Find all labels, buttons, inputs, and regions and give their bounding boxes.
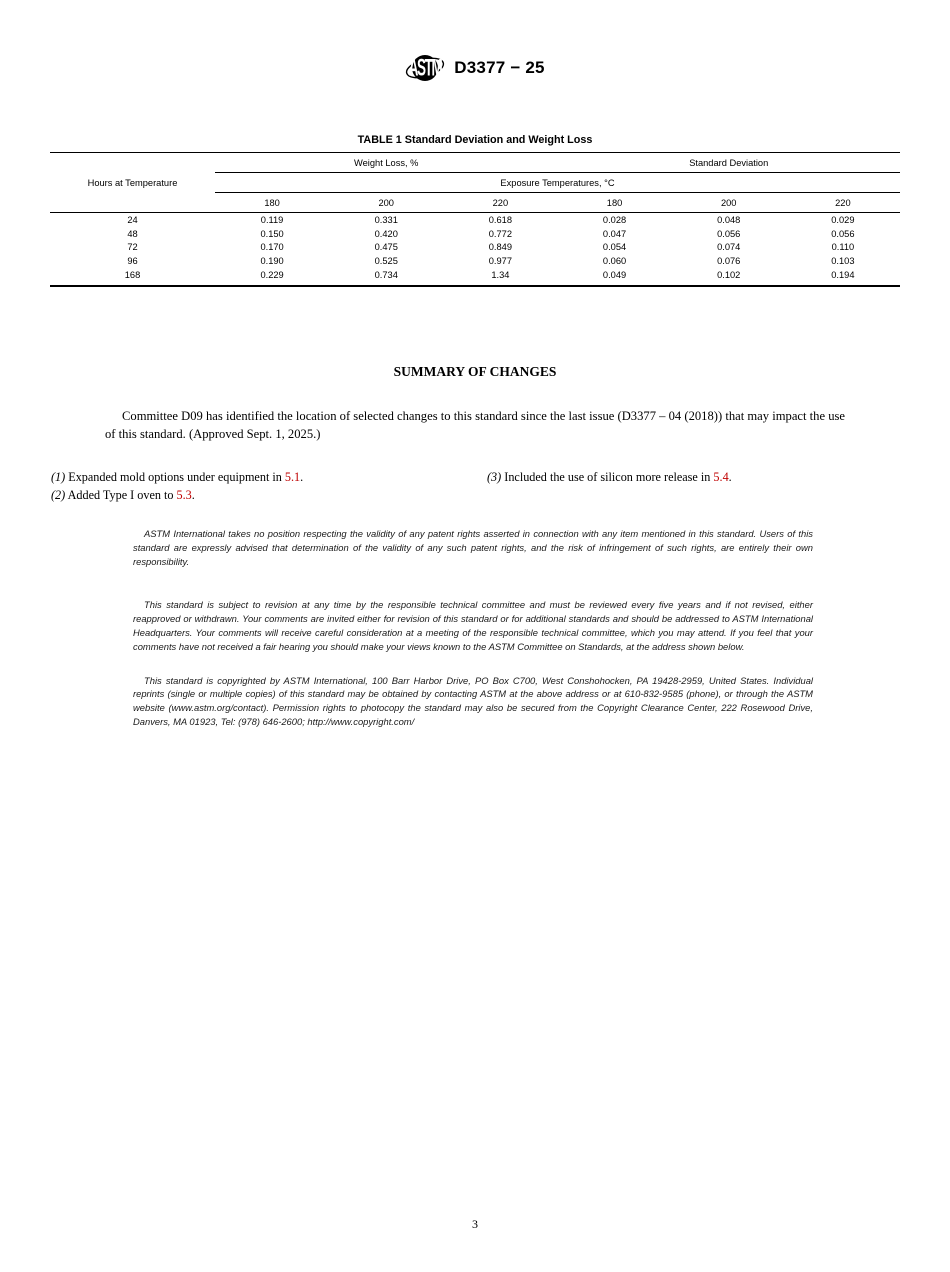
table-row: 24 0.119 0.331 0.618 0.028 0.048 0.029 bbox=[50, 213, 900, 227]
cell-value: 0.772 bbox=[488, 228, 513, 239]
astm-logo-icon: ASTM bbox=[406, 55, 445, 82]
col-header-temp: 180 bbox=[215, 192, 330, 213]
col-group-std-dev: Standard Deviation bbox=[557, 152, 900, 173]
cell-value: 0.475 bbox=[374, 242, 398, 253]
section-ref-link[interactable]: 5.3 bbox=[176, 487, 192, 502]
cell-value: 0.849 bbox=[488, 242, 513, 253]
change-item-1: (1) Expanded mold options under equipmen… bbox=[51, 468, 487, 486]
col-header-temp: 200 bbox=[329, 192, 444, 213]
cell-value: 0.420 bbox=[374, 228, 398, 239]
cell-value: 0.110 bbox=[831, 242, 855, 253]
change-item-period: . bbox=[191, 487, 195, 502]
table-exposure-header-row: Exposure Temperatures, °C bbox=[50, 172, 900, 193]
change-item-text: Added Type I oven to bbox=[65, 487, 177, 502]
cell-value: 0.049 bbox=[602, 270, 627, 281]
cell-value: 0.103 bbox=[831, 256, 855, 267]
table-row: 48 0.150 0.420 0.772 0.047 0.056 0.056 bbox=[50, 227, 900, 241]
table-row: 168 0.229 0.734 1.34 0.049 0.102 0.194 bbox=[50, 268, 900, 286]
cell-value: 0.029 bbox=[831, 214, 855, 225]
page-header: ASTM D3377 − 25 bbox=[0, 0, 950, 87]
change-item-number: (1) bbox=[51, 469, 66, 484]
table-1: Hours at Temperature Weight Loss, % Stan… bbox=[50, 152, 900, 287]
col-group-exposure-temps: Exposure Temperatures, °C bbox=[215, 172, 900, 193]
cell-value: 0.190 bbox=[260, 256, 284, 267]
table-title: TABLE 1 Standard Deviation and Weight Lo… bbox=[357, 134, 593, 146]
cell-value: 1.34 bbox=[491, 270, 510, 281]
cell-value: 0.150 bbox=[260, 228, 284, 239]
col-header-temp: 220 bbox=[785, 192, 900, 213]
cell-hours: 48 bbox=[127, 228, 138, 239]
cell-value: 0.047 bbox=[602, 228, 627, 239]
page-number: 3 bbox=[472, 1217, 478, 1231]
cell-hours: 24 bbox=[127, 214, 138, 225]
table-group-header-row: Hours at Temperature Weight Loss, % Stan… bbox=[50, 152, 900, 213]
summary-intro-paragraph: Committee D09 has identified the locatio… bbox=[105, 408, 845, 441]
cell-value: 0.028 bbox=[602, 214, 627, 225]
cell-value: 0.056 bbox=[717, 228, 741, 239]
change-item-period: . bbox=[728, 469, 732, 484]
table-1-block: TABLE 1 Standard Deviation and Weight Lo… bbox=[50, 134, 900, 287]
cell-value: 0.977 bbox=[488, 256, 513, 267]
change-item-period: . bbox=[300, 469, 304, 484]
change-item-text: Included the use of silicon more release… bbox=[501, 469, 714, 484]
patent-disclaimer-paragraph: ASTM International takes no position res… bbox=[133, 527, 813, 567]
table-row: 96 0.190 0.525 0.977 0.060 0.076 0.103 bbox=[50, 254, 900, 268]
change-item-number: (2) bbox=[51, 487, 66, 502]
revision-notice-paragraph: This standard is subject to revision at … bbox=[133, 599, 813, 652]
change-item-text: Expanded mold options under equipment in bbox=[65, 469, 285, 484]
cell-value: 0.734 bbox=[374, 270, 398, 281]
cell-value: 0.194 bbox=[831, 270, 855, 281]
copyright-notice-paragraph: This standard is copyrighted by ASTM Int… bbox=[133, 674, 813, 728]
doc-code: D3377 − 25 bbox=[454, 58, 545, 77]
change-item-3: (3) Included the use of silicon more rel… bbox=[487, 468, 900, 486]
cell-value: 0.054 bbox=[602, 242, 627, 253]
cell-value: 0.102 bbox=[717, 270, 741, 281]
col-header-temp: 220 bbox=[443, 192, 558, 213]
col-header-hours: Hours at Temperature bbox=[50, 152, 215, 213]
section-ref-link[interactable]: 5.4 bbox=[713, 469, 729, 484]
cell-hours: 168 bbox=[124, 270, 141, 281]
col-header-temp: 200 bbox=[671, 192, 786, 213]
change-list-right-column: (3) Included the use of silicon more rel… bbox=[487, 468, 900, 504]
cell-hours: 72 bbox=[127, 242, 138, 253]
col-group-weight-loss: Weight Loss, % bbox=[215, 152, 558, 173]
cell-value: 0.056 bbox=[831, 228, 855, 239]
table-row: 72 0.170 0.475 0.849 0.054 0.074 0.110 bbox=[50, 241, 900, 255]
table-temp-header-row: 180 200 220 180 200 220 bbox=[50, 192, 900, 213]
cell-value: 0.076 bbox=[717, 256, 741, 267]
change-list: (1) Expanded mold options under equipmen… bbox=[51, 468, 900, 504]
cell-value: 0.119 bbox=[260, 214, 284, 225]
summary-of-changes-heading: SUMMARY OF CHANGES bbox=[393, 363, 557, 379]
cell-value: 0.060 bbox=[602, 256, 627, 267]
cell-value: 0.048 bbox=[717, 214, 741, 225]
cell-value: 0.618 bbox=[488, 214, 513, 225]
change-item-number: (3) bbox=[487, 469, 502, 484]
cell-hours: 96 bbox=[127, 256, 138, 267]
cell-value: 0.331 bbox=[374, 214, 398, 225]
change-item-2: (2) Added Type I oven to 5.3. bbox=[51, 486, 487, 504]
cell-value: 0.525 bbox=[374, 256, 398, 267]
cell-value: 0.074 bbox=[717, 242, 741, 253]
cell-value: 0.170 bbox=[260, 242, 284, 253]
col-header-temp: 180 bbox=[557, 192, 672, 213]
cell-value: 0.229 bbox=[260, 270, 284, 281]
change-list-left-column: (1) Expanded mold options under equipmen… bbox=[51, 468, 487, 504]
section-ref-link[interactable]: 5.1 bbox=[284, 469, 301, 484]
svg-text:ASTM: ASTM bbox=[409, 56, 442, 82]
